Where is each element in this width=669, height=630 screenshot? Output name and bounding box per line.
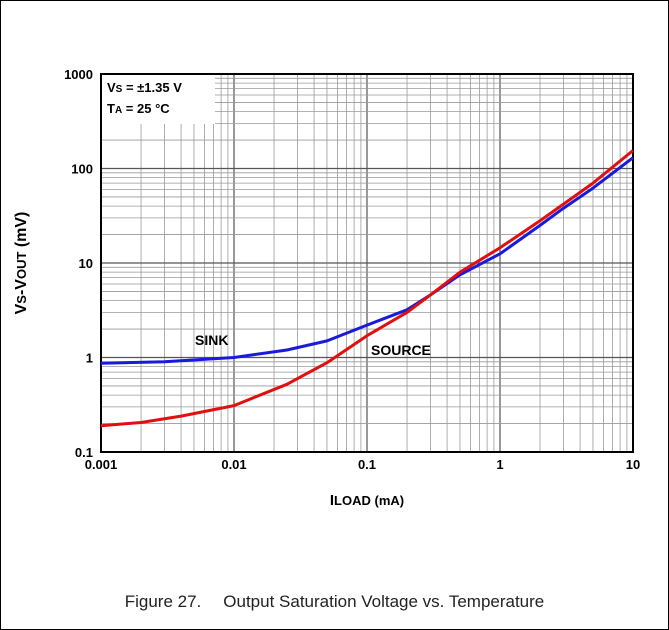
x-label-unit: (mA) <box>371 493 404 508</box>
conditions-box: VS = ±1.35 V TA = 25 °C <box>102 75 215 124</box>
conditions-background <box>102 75 215 124</box>
y-label-v: V <box>13 303 30 314</box>
y-label-s: S <box>14 295 29 304</box>
series-layer <box>100 149 634 428</box>
x-axis-label: ILOAD (mA) <box>330 492 404 509</box>
annotation-source: SOURCE <box>371 342 431 358</box>
x-tick-label: 0.01 <box>221 457 246 472</box>
y-tick-labels: 0.1 1 10 100 1000 <box>64 67 93 460</box>
y-label-dash-v: -V <box>13 279 30 295</box>
x-label-main: I <box>330 492 334 509</box>
y-tick-label: 100 <box>71 162 93 177</box>
y-tick-label: 1 <box>86 351 93 366</box>
grid <box>100 74 633 453</box>
plot-border <box>100 73 634 453</box>
condition-text: VS = ±1.35 V <box>107 80 182 95</box>
y-tick-label: 0.1 <box>75 445 93 460</box>
x-tick-label: 1 <box>496 457 503 472</box>
annotation-sink: SINK <box>195 332 228 348</box>
figure-caption: Figure 27. Output Saturation Voltage vs. … <box>0 592 669 612</box>
x-tick-label: 0.001 <box>85 457 118 472</box>
y-label-out: OUT <box>14 252 29 280</box>
x-label-sub: LOAD <box>334 493 371 508</box>
series-line-source <box>100 149 634 428</box>
condition-text: TA = 25 °C <box>107 101 170 116</box>
y-tick-label: 10 <box>79 256 93 271</box>
x-tick-label: 10 <box>626 457 640 472</box>
y-tick-label: 1000 <box>64 67 93 82</box>
figure-title: Output Saturation Voltage vs. Temperatur… <box>223 592 545 611</box>
figure-number: Figure 27. <box>124 592 202 611</box>
x-tick-label: 0.1 <box>358 457 376 472</box>
y-label-unit: (mV) <box>13 212 30 252</box>
chart: VS = ±1.35 V TA = 25 °C 0.001 0.01 0.1 1 10 0… <box>13 67 641 509</box>
annotations: SINK SOURCE <box>195 332 431 358</box>
x-tick-labels: 0.001 0.01 0.1 1 10 <box>85 457 641 472</box>
y-axis-label: VS-VOUT (mV) <box>13 212 30 315</box>
